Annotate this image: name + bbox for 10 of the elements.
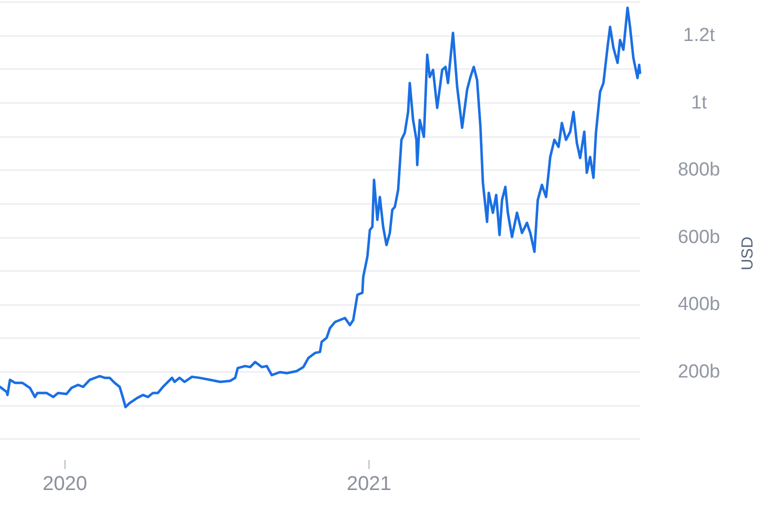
y-axis-title: USD — [740, 236, 756, 270]
y-tick-label: 200b — [678, 361, 720, 382]
y-tick-label: 600b — [678, 226, 720, 248]
y-tick-label: 1t — [691, 92, 708, 114]
y-tick-label: 400b — [678, 294, 720, 316]
y-tick-label: 1.2t — [683, 25, 716, 46]
x-tick-label: 2020 — [42, 473, 88, 495]
line-series — [0, 6, 642, 408]
y-tick-label: 800b — [678, 160, 720, 181]
x-tick-label: 2021 — [346, 473, 392, 495]
